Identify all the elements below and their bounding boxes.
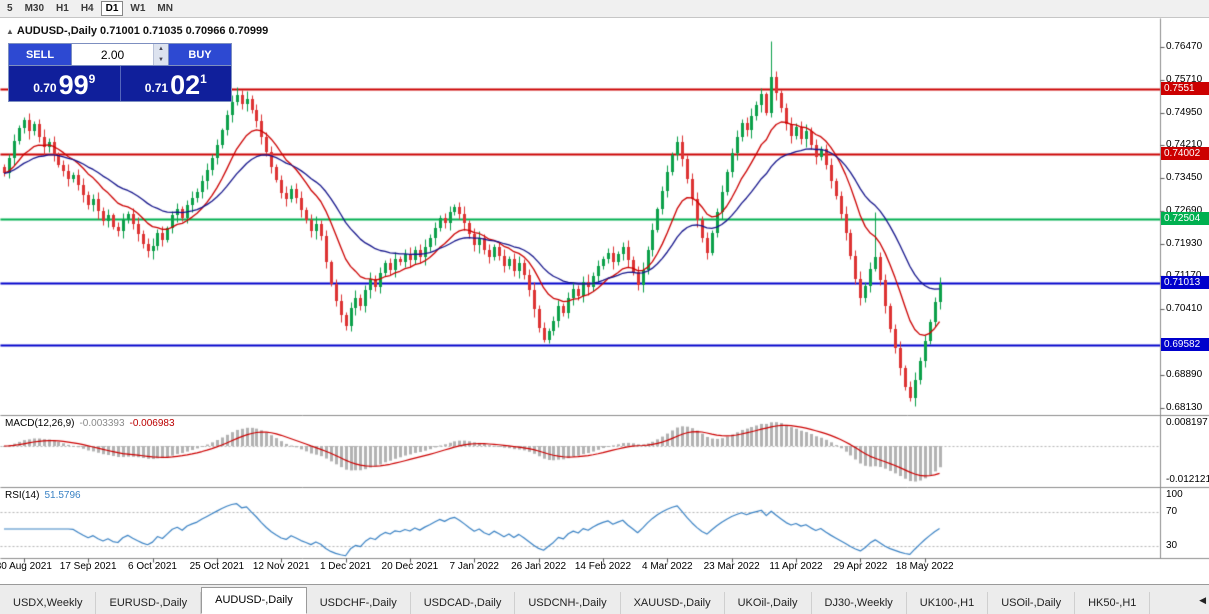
rsi-axis-label: 70 [1166,506,1178,517]
date-axis-label: 26 Jan 2022 [511,561,567,572]
tab-usdx-weekly[interactable]: USDX,Weekly [0,592,97,614]
tabs-scroll-left-icon[interactable]: ◀ [1199,595,1206,605]
tab-usdchf-daily[interactable]: USDCHF-,Daily [307,592,411,614]
price-axis-tick-label: 0.76470 [1166,41,1203,52]
price-level-badge: 0.7551 [1161,81,1209,95]
buy-price-prefix: 0.71 [144,81,169,95]
price-axis-tick-label: 0.72690 [1166,204,1203,216]
tab-usdcad-daily[interactable]: USDCAD-,Daily [411,592,516,614]
price-level-badge: 0.74002 [1161,146,1209,160]
period-button-d1[interactable]: D1 [100,1,124,16]
tab-eurusd-daily[interactable]: EURUSD-,Daily [96,592,202,614]
rsi-value: 51.5796 [44,490,81,501]
macd-signal-value: -0.006983 [129,418,175,429]
sell-price-pips: 99 [58,70,89,100]
price-level-badge: 0.71013 [1161,276,1209,290]
date-axis-label: 17 Sep 2021 [59,561,117,572]
macd-value: -0.003393 [79,418,125,429]
macd-axis-label: -0.012121 [1166,473,1209,485]
period-button-w1[interactable]: W1 [130,3,146,14]
date-axis-label: 25 Oct 2021 [189,561,245,572]
date-axis-label: 18 May 2022 [895,561,954,572]
lot-size-box: 2.00 ▲ ▼ [71,44,169,65]
date-axis-label: 12 Nov 2021 [252,561,310,572]
date-axis-label: 4 Mar 2022 [642,561,693,572]
chart-expand-icon[interactable]: ▲ [6,27,14,36]
date-axis-label: 7 Jan 2022 [449,561,500,572]
tab-usdcnh-daily[interactable]: USDCNH-,Daily [515,592,621,614]
price-chart-canvas[interactable] [0,18,1209,584]
tab-uk100-h1[interactable]: UK100-,H1 [907,592,989,614]
price-axis-tick-label: 0.70410 [1166,303,1203,315]
tab-dj30-weekly[interactable]: DJ30-,Weekly [812,592,907,614]
lot-spin-up-icon[interactable]: ▲ [154,44,168,55]
one-click-trading-panel: SELL 2.00 ▲ ▼ BUY 0.70 99 9 0.71 [8,43,232,102]
rsi-name: RSI(14) [5,490,40,501]
price-axis-tick-label: 0.74210 [1166,138,1203,150]
chart-title-text: AUDUSD-,Daily 0.71001 0.71035 0.70966 0.… [16,25,269,37]
chart-window: ▲ AUDUSD-,Daily 0.71001 0.71035 0.70966 0… [0,18,1209,584]
price-axis-tick-label: 0.71930 [1166,237,1203,249]
period-button-5[interactable]: 5 [7,3,13,14]
date-axis-label: 14 Feb 2022 [574,561,632,572]
price-axis-tick-label: 0.68890 [1166,369,1203,381]
tab-xauusd-daily[interactable]: XAUUSD-,Daily [621,592,725,614]
chart-tabs-bar: USDX,Weekly EURUSD-,Daily AUDUSD-,Daily USD… [0,584,1209,614]
date-axis-label: 20 Dec 2021 [381,561,439,572]
buy-price-pips: 02 [170,70,201,100]
price-axis-tick-label: 0.71170 [1166,270,1201,281]
date-axis-label: 23 Mar 2022 [703,561,760,572]
tab-ukoil-daily[interactable]: UKOil-,Daily [725,592,812,614]
sell-price-point: 9 [88,72,96,86]
price-axis-tick-label: 0.74950 [1166,106,1203,118]
tab-audusd-daily[interactable]: AUDUSD-,Daily [201,587,307,614]
period-button-mn[interactable]: MN [157,3,173,14]
period-button-h1[interactable]: H1 [56,3,69,14]
chart-title: ▲ AUDUSD-,Daily 0.71001 0.71035 0.70966 0… [6,25,268,37]
price-axis-tick-label: 0.68130 [1166,401,1203,413]
price-level-badge: 0.69582 [1161,338,1209,352]
price-level-badge: 0.72504 [1161,211,1209,225]
price-axis-tick-label: 0.73450 [1166,171,1203,183]
date-axis-label: 29 Apr 2022 [833,561,888,572]
date-axis-label: 1 Dec 2021 [319,561,372,572]
buy-price-button[interactable]: 0.71 02 1 [120,66,231,101]
lot-spin-down-icon[interactable]: ▼ [154,54,168,65]
rsi-axis-label: 30 [1166,540,1178,551]
macd-indicator-label: MACD(12,26,9) -0.003393 -0.006983 [5,418,175,429]
tab-hk50-h1[interactable]: HK50-,H1 [1075,592,1151,614]
date-axis-label: 11 Apr 2022 [769,561,823,572]
lot-spinner: ▲ ▼ [153,44,168,65]
lot-size-input[interactable]: 2.00 [100,47,125,62]
sell-price-prefix: 0.70 [33,81,57,95]
sell-price-button[interactable]: 0.70 99 9 [9,66,121,101]
sell-button[interactable]: SELL [9,44,71,65]
date-axis-label: 30 Aug 2021 [0,561,52,572]
period-button-h4[interactable]: H4 [80,3,94,14]
macd-name: MACD(12,26,9) [5,418,75,429]
rsi-axis-label: 100 [1166,489,1183,500]
period-button-m30[interactable]: M30 [24,3,45,14]
buy-price-point: 1 [200,72,207,86]
tab-usoil-daily[interactable]: USOil-,Daily [988,592,1076,614]
macd-axis-label: 0.008197 [1166,417,1208,428]
period-toolbar: 5 M30 H1 H4 D1 W1 MN [0,0,1209,18]
rsi-indicator-label: RSI(14) 51.5796 [5,490,81,501]
chart-overlay: ▲ AUDUSD-,Daily 0.71001 0.71035 0.70966 0… [0,18,1209,584]
buy-button[interactable]: BUY [169,44,231,65]
price-axis-tick-label: 0.75710 [1166,73,1203,85]
date-axis-label: 6 Oct 2021 [128,561,177,572]
